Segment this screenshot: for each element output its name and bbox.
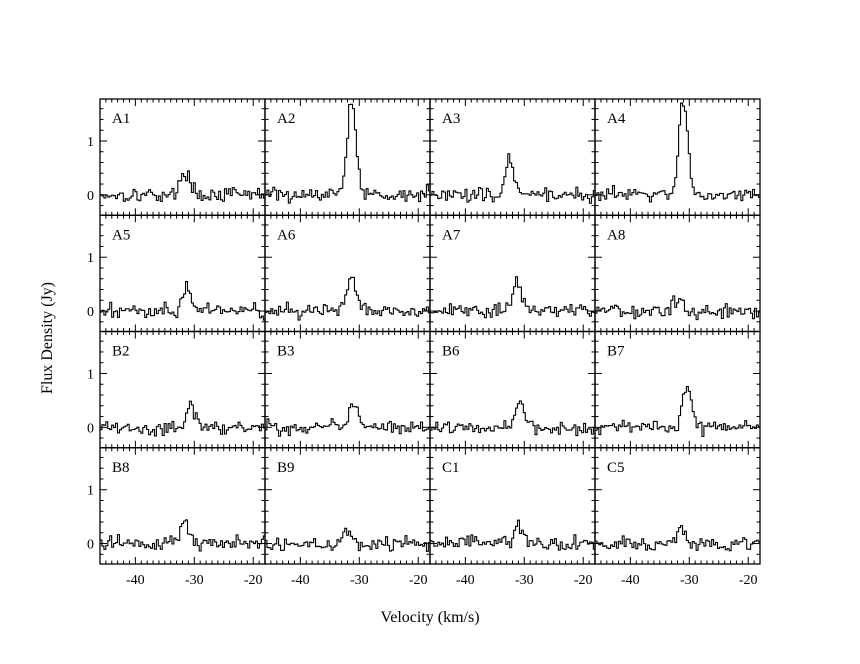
- spectrum-a3: [430, 153, 595, 204]
- spectrum-a7: [430, 276, 595, 319]
- spectrum-b7: [595, 386, 760, 438]
- spectrum-c1: [430, 519, 595, 551]
- panel-label: A5: [112, 227, 130, 243]
- y-tick-label: 0: [87, 421, 94, 436]
- spectrum-b2: [100, 400, 265, 437]
- panel-a8: A8: [594, 214, 761, 333]
- panel-a1: A1 0 1: [87, 98, 266, 216]
- panel-label: A1: [112, 111, 130, 127]
- x-tick-label: -40: [291, 573, 310, 588]
- panel-label: B9: [277, 460, 295, 476]
- panel-label: A6: [277, 227, 296, 243]
- y-tick-label: 1: [87, 135, 94, 150]
- spectrum-b3: [265, 403, 430, 437]
- x-tick-label: -20: [409, 573, 428, 588]
- panel-label: C1: [442, 460, 460, 476]
- y-tick-label: 0: [87, 189, 94, 204]
- panel-b2: B2 0 1: [87, 330, 266, 449]
- x-tick-label: -20: [574, 573, 593, 588]
- x-tick-label: -20: [244, 573, 263, 588]
- panel-c1: C1 -40 -30 -20: [429, 447, 596, 588]
- panel-c5: C5 -40 -30 -20: [594, 447, 761, 588]
- x-tick-label: -20: [739, 573, 758, 588]
- panel-a2: A2: [264, 98, 431, 216]
- panel-label: A2: [277, 111, 295, 127]
- spectrum-a2: [265, 103, 430, 204]
- spectrum-b6: [430, 400, 595, 437]
- panel-a5: A5 0 1: [87, 214, 266, 333]
- panel-grid: A1 0 1 A2 A3 A4 A5 0 1 A6 A7 A8 B2 0 1 B3 B6 B7 B8 0 1 -40 -30…: [87, 98, 761, 588]
- x-axis-label: Velocity (km/s): [380, 609, 479, 626]
- panel-b9: B9 -40 -30 -20: [264, 447, 431, 588]
- spectrum-a4: [595, 102, 760, 203]
- spectrum-a5: [100, 281, 265, 321]
- x-tick-label: -40: [126, 573, 145, 588]
- panel-label: B2: [112, 344, 130, 360]
- spectrum-b8: [100, 519, 265, 552]
- spectrum-a6: [265, 276, 430, 321]
- spectrum-b9: [265, 527, 430, 552]
- panel-label: A7: [442, 227, 461, 243]
- y-tick-label: 1: [87, 367, 94, 382]
- x-tick-label: -30: [185, 573, 204, 588]
- x-tick-label: -30: [680, 573, 699, 588]
- panel-a7: A7: [429, 214, 596, 333]
- panel-b8: B8 0 1 -40 -30 -20: [87, 447, 266, 588]
- panel-b3: B3: [264, 330, 431, 449]
- x-tick-label: -30: [350, 573, 369, 588]
- y-tick-label: 1: [87, 484, 94, 499]
- panel-label: B3: [277, 344, 295, 360]
- panel-label: B8: [112, 460, 130, 476]
- y-tick-label: 0: [87, 538, 94, 553]
- panel-b7: B7: [594, 330, 761, 449]
- panel-a6: A6: [264, 214, 431, 333]
- panel-label: A3: [442, 111, 460, 127]
- y-tick-label: 0: [87, 305, 94, 320]
- y-axis-label: Flux Density (Jy): [39, 282, 56, 394]
- panel-a3: A3: [429, 98, 596, 216]
- x-tick-label: -30: [515, 573, 534, 588]
- spectrum-c5: [595, 524, 760, 552]
- x-tick-label: -40: [621, 573, 640, 588]
- panel-b6: B6: [429, 330, 596, 449]
- panel-label: B6: [442, 344, 460, 360]
- panel-label: A4: [607, 111, 626, 127]
- panel-label: C5: [607, 460, 625, 476]
- y-tick-label: 1: [87, 251, 94, 266]
- spectrum-a8: [595, 295, 760, 321]
- panel-label: A8: [607, 227, 625, 243]
- x-tick-label: -40: [456, 573, 475, 588]
- panel-label: B7: [607, 344, 625, 360]
- panel-a4: A4: [594, 98, 761, 216]
- spectrum-a1: [100, 170, 265, 203]
